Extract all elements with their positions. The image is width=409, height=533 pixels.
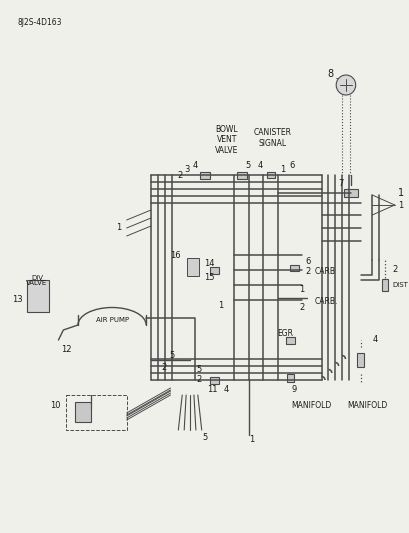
Bar xyxy=(199,172,209,179)
Text: 1: 1 xyxy=(218,301,223,310)
Text: DIV: DIV xyxy=(31,275,43,281)
Text: AIR PUMP: AIR PUMP xyxy=(95,317,128,323)
Text: 13: 13 xyxy=(12,295,22,304)
Bar xyxy=(289,265,298,271)
Bar xyxy=(286,374,294,382)
Bar xyxy=(209,266,219,273)
Bar xyxy=(27,280,49,312)
Text: 2: 2 xyxy=(304,268,310,277)
Text: VALVE: VALVE xyxy=(26,280,47,286)
Text: 1: 1 xyxy=(279,166,285,174)
Bar xyxy=(236,172,246,179)
Text: EGR: EGR xyxy=(277,328,293,337)
Text: 7: 7 xyxy=(337,179,343,188)
Text: 4: 4 xyxy=(192,160,197,169)
Text: 4: 4 xyxy=(257,160,262,169)
Text: BOWL
VENT
VALVE: BOWL VENT VALVE xyxy=(215,125,238,155)
Bar xyxy=(75,402,90,422)
Text: 2: 2 xyxy=(177,171,182,180)
Text: 5: 5 xyxy=(202,433,207,442)
Text: 8J2S-4D163: 8J2S-4D163 xyxy=(18,18,62,27)
Text: 4: 4 xyxy=(223,385,228,394)
Bar xyxy=(285,336,294,343)
Text: 10: 10 xyxy=(50,400,60,409)
Text: 12: 12 xyxy=(61,345,71,354)
Text: 3: 3 xyxy=(184,166,189,174)
Text: 2: 2 xyxy=(392,265,397,274)
Text: MANIFOLD: MANIFOLD xyxy=(291,400,331,409)
Text: CARB.: CARB. xyxy=(314,297,337,306)
Text: 4: 4 xyxy=(371,335,377,344)
Bar xyxy=(266,172,274,178)
Text: 1: 1 xyxy=(397,200,402,209)
Text: 5: 5 xyxy=(196,366,201,375)
Text: 1: 1 xyxy=(299,286,304,295)
Circle shape xyxy=(335,75,355,95)
Bar xyxy=(187,258,198,276)
Text: 1: 1 xyxy=(248,435,254,445)
Text: 9: 9 xyxy=(291,385,296,394)
Text: 5: 5 xyxy=(244,160,249,169)
Bar xyxy=(209,376,219,384)
Text: 11: 11 xyxy=(207,385,217,394)
Bar xyxy=(381,279,387,291)
Text: 8: 8 xyxy=(326,69,333,79)
Text: 2: 2 xyxy=(196,376,201,384)
Text: CANISTER
SIGNAL: CANISTER SIGNAL xyxy=(253,128,291,148)
Bar xyxy=(356,353,363,367)
Text: 16: 16 xyxy=(169,252,180,261)
Text: MANIFOLD: MANIFOLD xyxy=(346,400,387,409)
Text: DIST: DIST xyxy=(392,282,408,288)
Text: 15: 15 xyxy=(204,273,214,282)
Text: 6: 6 xyxy=(289,160,294,169)
Text: 6: 6 xyxy=(304,256,310,265)
Text: 2: 2 xyxy=(161,364,166,373)
Bar xyxy=(343,189,357,197)
Text: 1: 1 xyxy=(116,223,121,232)
Bar xyxy=(66,395,126,430)
Text: 14: 14 xyxy=(204,259,214,268)
Text: 2: 2 xyxy=(299,303,304,312)
Text: 1: 1 xyxy=(397,188,403,198)
Text: CARB: CARB xyxy=(314,268,335,277)
Text: 5: 5 xyxy=(169,351,175,359)
